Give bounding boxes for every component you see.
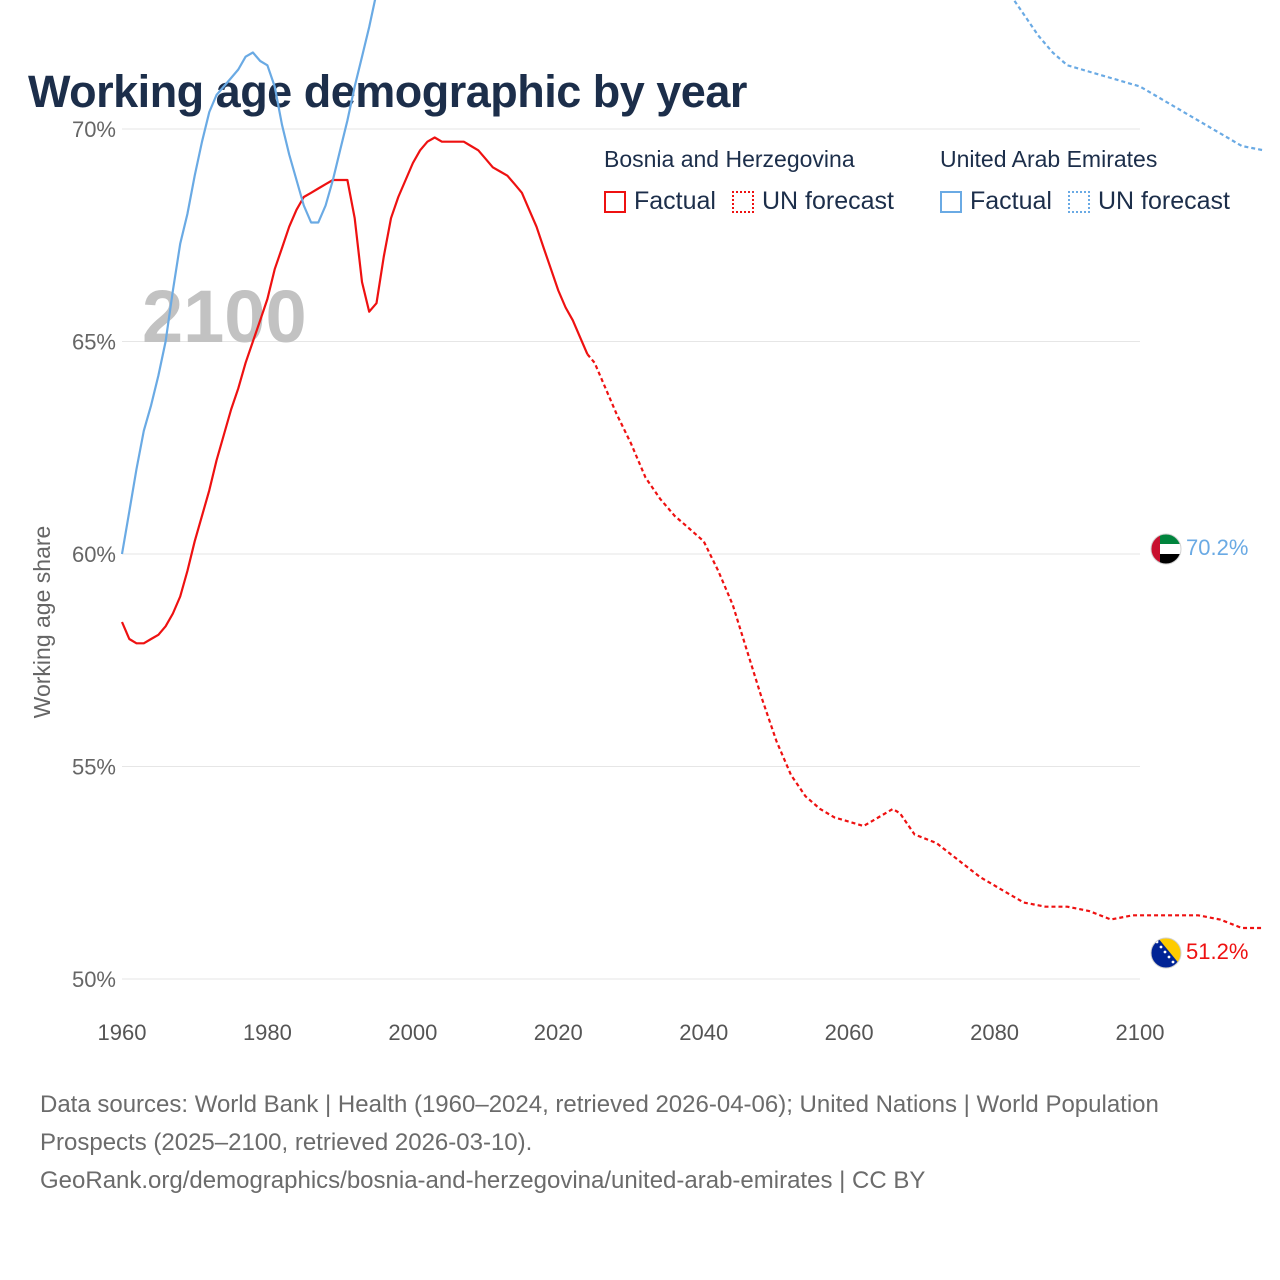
legend-country-uae: United Arab Emirates xyxy=(940,146,1158,172)
legend-label-bosnia-factual: Factual xyxy=(634,187,716,215)
legend-group-uae: United Arab Emirates Factual UN forecast xyxy=(940,146,1246,216)
y-axis-ticks: 50%55%60%65%70%75%80% xyxy=(72,117,116,992)
legend-item-bosnia-factual[interactable]: Factual xyxy=(604,187,716,216)
legend-group-bosnia: Bosnia and Herzegovina Factual UN foreca… xyxy=(604,146,910,216)
legend-swatch-bosnia-factual xyxy=(604,190,626,213)
legend-swatch-uae-forecast xyxy=(1067,190,1090,213)
y-axis-label: Working age share xyxy=(29,526,55,719)
footer-sources: Data sources: World Bank | Health (1960–… xyxy=(40,1091,1159,1156)
end-label-uae: 70.2% xyxy=(1186,535,1248,560)
x-tick-label: 2080 xyxy=(970,1020,1019,1045)
y-tick-label: 50% xyxy=(72,967,116,992)
legend-swatch-bosnia-forecast xyxy=(731,190,754,213)
y-tick-label: 70% xyxy=(72,117,116,142)
legend-item-uae-forecast[interactable]: UN forecast xyxy=(1067,187,1230,216)
x-tick-label: 2000 xyxy=(388,1020,437,1045)
flag-uae-icon xyxy=(1150,533,1182,565)
legend-label-uae-forecast: UN forecast xyxy=(1097,187,1230,215)
legend-item-uae-factual[interactable]: Factual xyxy=(940,187,1052,216)
legend-label-uae-factual: Factual xyxy=(970,187,1052,215)
x-tick-label: 2020 xyxy=(534,1020,583,1045)
chart-area: 50%55%60%65%70%75%80% 196019802000202020… xyxy=(29,0,1264,1045)
legend-country-bosnia: Bosnia and Herzegovina xyxy=(604,146,855,172)
x-tick-label: 2060 xyxy=(825,1020,874,1045)
flag-bosnia-icon xyxy=(1150,937,1182,969)
chart-title: Working age demographic by year xyxy=(28,66,747,117)
x-tick-label: 2040 xyxy=(679,1020,728,1045)
series-line-forecast-bosnia-and-herzegovina xyxy=(586,353,1264,930)
grid-lines xyxy=(122,128,1140,980)
series-line-factual-united-arab-emirates xyxy=(120,0,377,555)
legend-swatch-uae-factual xyxy=(940,190,962,213)
series-line-factual-bosnia-and-herzegovina xyxy=(120,136,589,645)
year-indicator: 2100 xyxy=(142,275,307,358)
x-tick-label: 1960 xyxy=(98,1020,147,1045)
end-label-bosnia: 51.2% xyxy=(1186,939,1248,964)
chart-footer: Data sources: World Bank | Health (1960–… xyxy=(40,1086,1220,1200)
y-tick-label: 60% xyxy=(72,542,116,567)
legend-item-bosnia-forecast[interactable]: UN forecast xyxy=(731,187,894,216)
y-tick-label: 65% xyxy=(72,330,116,355)
x-axis-ticks: 1960 1980 2000 2020 2040 2060 2080 2100 xyxy=(98,1020,1165,1045)
footer-link[interactable]: GeoRank.org/demographics/bosnia-and-herz… xyxy=(40,1167,926,1194)
x-tick-label: 1980 xyxy=(243,1020,292,1045)
y-tick-label: 55% xyxy=(72,755,116,780)
legend-label-bosnia-forecast: UN forecast xyxy=(761,187,894,215)
series-lines xyxy=(120,0,1264,930)
x-tick-label: 2100 xyxy=(1116,1020,1165,1045)
series-line-forecast-united-arab-emirates xyxy=(1012,0,1264,152)
